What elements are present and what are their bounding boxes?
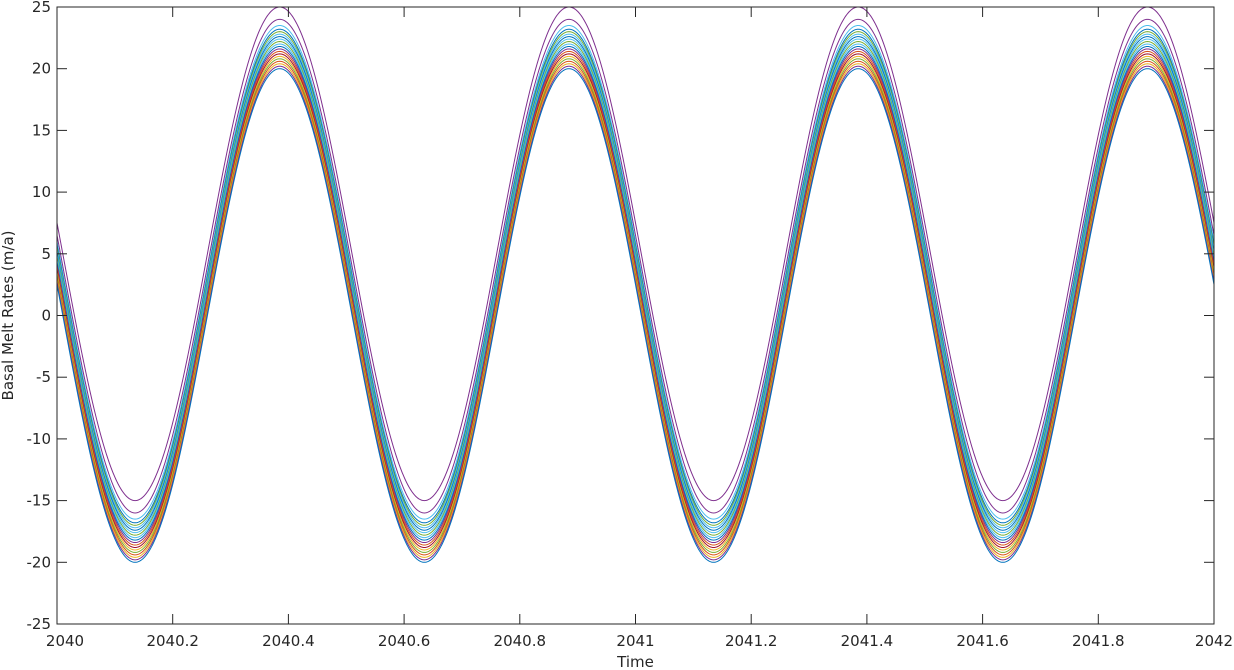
x-axis-label: Time xyxy=(616,653,654,670)
x-tick-label: 2041.6 xyxy=(956,632,1009,650)
plot-background xyxy=(57,7,1214,624)
y-tick-label: 10 xyxy=(32,183,51,201)
y-tick-label: 0 xyxy=(41,307,51,325)
series-line-2 xyxy=(56,18,1215,514)
y-tick-label: -5 xyxy=(36,368,51,386)
y-tick-label: -20 xyxy=(27,553,52,571)
y-tick-label: -10 xyxy=(27,430,52,448)
x-tick-label: 2041 xyxy=(616,632,654,650)
y-tick-label: 15 xyxy=(32,121,51,139)
y-tick-label: 5 xyxy=(41,245,51,263)
x-tick-label: 2041.2 xyxy=(725,632,778,650)
x-tick-label: 2040.4 xyxy=(262,632,315,650)
x-tick-label: 2040.6 xyxy=(378,632,431,650)
x-tick-label: 2040 xyxy=(46,632,84,650)
series-line-1 xyxy=(56,6,1215,502)
series-line-3 xyxy=(56,25,1215,520)
y-tick-label: 25 xyxy=(32,0,51,16)
x-axis: 2040 2040.2 2040.4 2040.6 2040.8 2041 2041.2 20… xyxy=(46,7,1233,650)
y-axis: -25 -20 -15 -10 -5 0 5 10 15 20 25 xyxy=(27,0,1214,633)
x-tick-label: 2040.8 xyxy=(494,632,547,650)
x-tick-label: 2041.8 xyxy=(1072,632,1125,650)
x-tick-label: 2041.4 xyxy=(841,632,894,650)
y-tick-label: 20 xyxy=(32,60,51,78)
y-tick-label: -25 xyxy=(27,615,52,633)
y-tick-label: -15 xyxy=(27,492,52,510)
y-axis-label: Basal Melt Rates (m/a) xyxy=(0,231,17,401)
x-tick-label: 2042 xyxy=(1195,632,1233,650)
series-layer xyxy=(56,6,1215,563)
x-tick-label: 2040.2 xyxy=(146,632,199,650)
series-line-20 xyxy=(56,68,1215,563)
